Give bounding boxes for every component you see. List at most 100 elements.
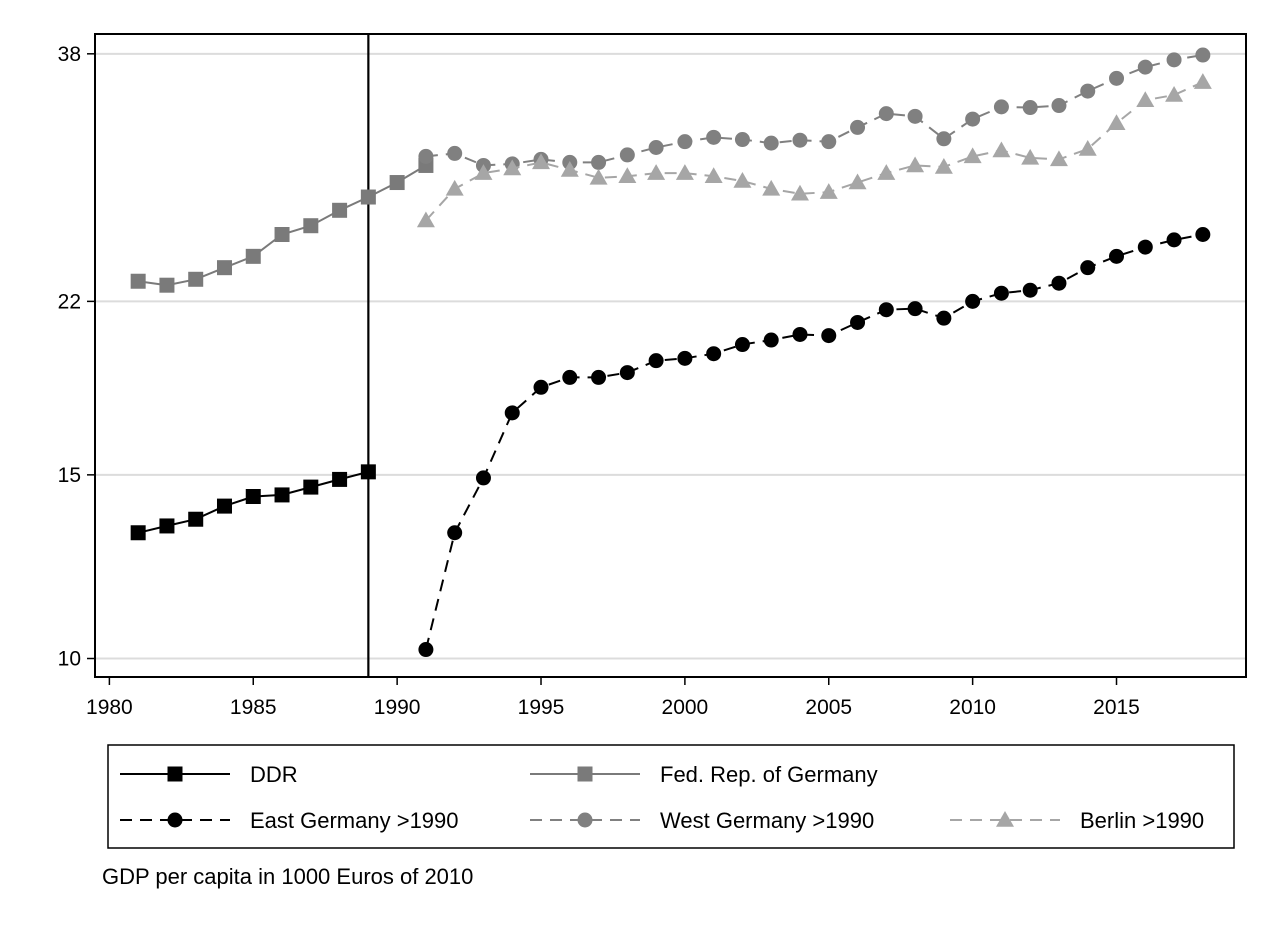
data-point-west	[591, 154, 607, 170]
data-point-berlin	[532, 153, 551, 170]
data-point-west	[821, 134, 837, 150]
y-tick-label: 22	[58, 290, 81, 313]
data-point-west	[1051, 98, 1067, 114]
data-point-east	[475, 470, 491, 486]
data-point-east	[792, 326, 808, 342]
series-berlin	[416, 73, 1212, 228]
series-line-berlin	[425, 81, 1204, 222]
x-tick-label: 2000	[662, 696, 709, 719]
legend-label: East Germany >1990	[250, 808, 459, 833]
legend-marker	[167, 812, 183, 828]
data-point-east	[1137, 239, 1153, 255]
data-point-west	[993, 99, 1009, 115]
data-point-west	[907, 108, 923, 124]
series-frg	[130, 157, 434, 293]
data-point-east	[677, 350, 693, 366]
data-point-berlin	[1165, 85, 1184, 102]
data-point-east	[1080, 260, 1096, 276]
y-tick-label: 10	[58, 648, 81, 671]
data-point-berlin	[560, 161, 579, 177]
data-point-east	[1195, 227, 1211, 243]
data-point-east	[591, 369, 607, 385]
data-point-berlin	[675, 164, 694, 180]
data-point-ddr	[360, 464, 376, 480]
data-point-west	[619, 147, 635, 163]
data-point-frg	[188, 271, 204, 287]
data-point-east	[965, 293, 981, 309]
data-point-frg	[332, 202, 348, 218]
x-tick-label: 1990	[374, 696, 421, 719]
plot-frame	[94, 33, 1247, 678]
data-point-frg	[389, 175, 405, 191]
data-point-west	[878, 106, 894, 122]
data-point-berlin	[1021, 148, 1040, 165]
legend-marker	[167, 766, 183, 782]
data-point-ddr	[159, 518, 175, 534]
legend-label: West Germany >1990	[660, 808, 874, 833]
axes: 10 15 22 38 1980 1985 1990 1995 2000 2005 2010 2015	[58, 43, 1140, 719]
data-point-east	[447, 525, 463, 541]
data-point-berlin	[474, 164, 493, 180]
data-point-frg	[303, 218, 319, 234]
data-point-berlin	[618, 167, 637, 184]
x-tick-label: 2005	[805, 696, 852, 719]
data-point-berlin	[790, 184, 809, 201]
data-point-west	[1080, 83, 1096, 99]
legend-item-berlin: Berlin >1990	[950, 808, 1204, 833]
series-ddr	[130, 464, 376, 541]
data-point-berlin	[963, 147, 982, 164]
data-point-berlin	[877, 164, 896, 180]
data-point-frg	[216, 260, 232, 276]
series-line-frg	[138, 164, 427, 287]
data-point-ddr	[332, 471, 348, 487]
data-point-west	[447, 145, 463, 161]
legend-marker	[577, 766, 593, 782]
data-point-west	[677, 134, 693, 150]
series-layer	[130, 47, 1212, 658]
data-point-ddr	[188, 511, 204, 527]
series-line-east	[424, 233, 1203, 650]
y-tick-label: 15	[58, 464, 81, 487]
data-point-berlin	[1049, 150, 1068, 167]
data-point-west	[936, 131, 952, 147]
y-tick-label: 38	[58, 43, 81, 66]
legend-item-west: West Germany >1990	[530, 808, 874, 833]
data-point-berlin	[1107, 114, 1126, 130]
data-point-west	[1022, 100, 1038, 116]
data-point-berlin	[762, 179, 781, 196]
data-point-ddr	[303, 479, 319, 495]
x-tick-label: 2015	[1093, 696, 1140, 719]
x-tick-label: 1995	[518, 696, 565, 719]
data-point-east	[1166, 232, 1182, 248]
data-point-east	[504, 405, 520, 421]
x-tick-label: 2010	[949, 696, 996, 719]
data-point-berlin	[733, 171, 752, 188]
data-point-frg	[274, 227, 290, 243]
legend-label: Berlin >1990	[1080, 808, 1204, 833]
legend-marker	[577, 812, 593, 828]
chart-note: GDP per capita in 1000 Euros of 2010	[102, 864, 474, 889]
data-point-frg	[245, 248, 261, 264]
data-point-berlin	[647, 164, 666, 180]
data-point-ddr	[245, 489, 261, 505]
legend: DDR Fed. Rep. of Germany East Germany >199…	[107, 744, 1235, 849]
data-point-east	[1022, 282, 1038, 298]
data-point-berlin	[934, 157, 953, 174]
data-point-ddr	[274, 487, 290, 503]
data-point-frg	[159, 277, 175, 293]
data-point-west	[965, 111, 981, 127]
data-point-west	[1109, 70, 1125, 86]
data-point-east	[907, 301, 923, 317]
legend-item-east: East Germany >1990	[120, 808, 459, 833]
data-point-east	[821, 328, 837, 344]
data-point-berlin	[819, 183, 838, 199]
legend-item-frg: Fed. Rep. of Germany	[530, 762, 878, 787]
legend-label: Fed. Rep. of Germany	[660, 762, 878, 787]
data-point-berlin	[1078, 139, 1097, 156]
data-point-berlin	[1136, 91, 1155, 107]
data-point-west	[850, 119, 866, 135]
legend-item-ddr: DDR	[120, 762, 298, 787]
legend-marker	[996, 811, 1014, 827]
data-point-berlin	[704, 167, 723, 184]
